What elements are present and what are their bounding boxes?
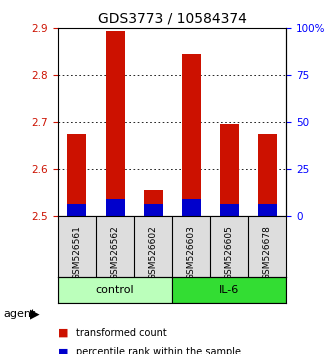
- Bar: [68, 134, 86, 216]
- Bar: [68, 204, 86, 216]
- Text: GSM526678: GSM526678: [263, 225, 272, 280]
- Bar: [182, 54, 201, 216]
- Text: IL-6: IL-6: [219, 285, 239, 295]
- Text: GSM526561: GSM526561: [72, 225, 81, 280]
- Bar: [106, 199, 124, 216]
- Bar: [106, 31, 124, 216]
- Bar: [258, 134, 277, 216]
- Bar: [220, 204, 239, 216]
- Bar: [182, 199, 201, 216]
- Text: agent: agent: [3, 309, 36, 319]
- Text: percentile rank within the sample: percentile rank within the sample: [76, 347, 241, 354]
- Text: GSM526602: GSM526602: [149, 225, 158, 280]
- Text: ■: ■: [58, 328, 69, 338]
- Bar: [258, 204, 277, 216]
- Bar: [144, 190, 163, 216]
- Title: GDS3773 / 10584374: GDS3773 / 10584374: [98, 12, 247, 26]
- Bar: [58, 277, 172, 303]
- Text: control: control: [96, 285, 134, 295]
- Bar: [172, 277, 286, 303]
- Bar: [144, 204, 163, 216]
- Bar: [220, 124, 239, 216]
- Text: GSM526562: GSM526562: [111, 225, 119, 280]
- Text: ■: ■: [58, 347, 69, 354]
- Text: GSM526605: GSM526605: [225, 225, 234, 280]
- Text: transformed count: transformed count: [76, 328, 167, 338]
- Text: GSM526603: GSM526603: [187, 225, 196, 280]
- Text: ▶: ▶: [30, 308, 40, 321]
